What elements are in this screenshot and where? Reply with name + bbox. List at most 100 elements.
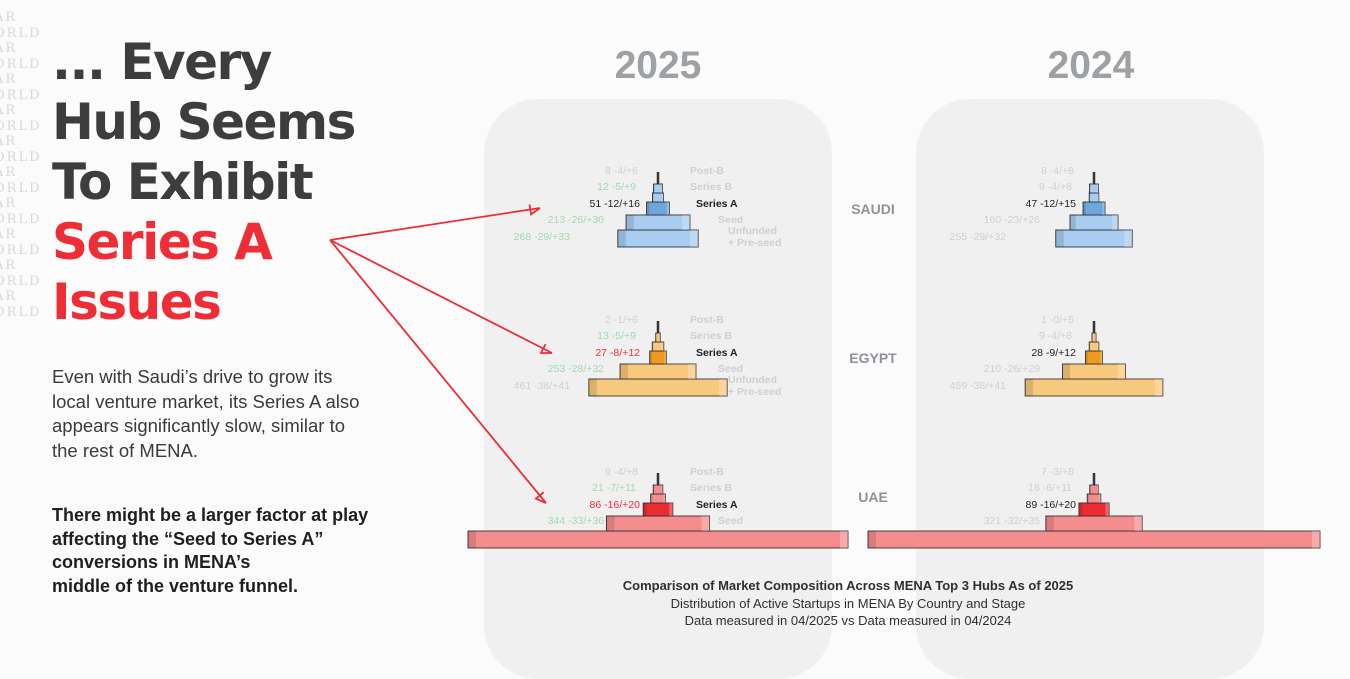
bar-shade-right-uae-y2024-4 (1312, 531, 1320, 548)
stage-label-saudi-4: Unfunded (728, 225, 777, 237)
bar-shade-right-saudi-y2025-1 (662, 193, 663, 202)
bar-saudi-y2025-stage-1 (652, 193, 663, 202)
value-label-saudi-y2024-stage-4: 255 -29/+32 (950, 231, 1007, 243)
bar-shade-right-saudi-y2025-4 (690, 230, 698, 247)
bar-uae-y2025-stage-0 (653, 485, 663, 494)
bar-uae-y2024-stage-4 (868, 531, 1320, 548)
stage-label-saudi-5: + Pre-seed (728, 237, 781, 249)
value-label-egypt-y2025-stage-3: 253 -28/+32 (548, 363, 605, 375)
bar-shade-right-uae-y2024-2 (1105, 503, 1109, 516)
callout-arrow-line-2 (330, 240, 546, 503)
bar-shade-left-saudi-y2024-3 (1070, 215, 1076, 230)
value-label-egypt-y2024-stage-1: 9 -4/+8 (1039, 330, 1072, 342)
stage-label-uae-3: Seed (718, 515, 743, 527)
bar-shade-right-saudi-y2024-4 (1124, 230, 1132, 247)
value-label-saudi-y2025-stage-4: 268 -29/+33 (514, 231, 571, 243)
bar-shade-right-saudi-y2025-2 (667, 202, 670, 215)
bar-uae-y2025-stage-3 (606, 516, 709, 531)
stage-label-uae-0: Post-B (690, 466, 724, 478)
value-label-saudi-y2025-stage-1: 12 -5/+9 (597, 181, 636, 193)
bar-saudi-y2024-stage-0 (1089, 184, 1098, 193)
bar-saudi-y2025-stage-3 (626, 215, 690, 230)
bar-shade-left-egypt-y2025-2 (650, 351, 652, 364)
bar-shade-right-saudi-y2024-1 (1098, 193, 1099, 202)
bar-shade-left-uae-y2024-3 (1046, 516, 1054, 531)
value-label-egypt-y2025-stage-0: 2 -1/+6 (605, 314, 638, 326)
bar-shade-right-uae-y2025-4 (840, 531, 848, 548)
bar-shade-right-egypt-y2025-3 (688, 364, 696, 379)
bar-shade-right-egypt-y2024-3 (1118, 364, 1126, 379)
caption-subtitle: Distribution of Active Startups in MENA … (548, 595, 1148, 613)
bar-saudi-y2025-stage-2 (647, 202, 670, 215)
value-label-uae-y2025-stage-0: 9 -4/+8 (605, 466, 638, 478)
bar-uae-y2024-stage-1 (1087, 494, 1101, 503)
stage-label-egypt-4: Unfunded (728, 374, 777, 386)
bar-shade-right-uae-y2024-1 (1099, 494, 1101, 503)
stage-label-uae-1: Series B (690, 482, 732, 494)
bar-shade-left-saudi-y2025-4 (618, 230, 626, 247)
bar-shade-right-egypt-y2025-2 (664, 351, 666, 364)
bar-shade-right-egypt-y2024-4 (1155, 379, 1163, 396)
bar-saudi-y2024-stage-1 (1089, 193, 1099, 202)
bar-egypt-y2025-stage-3 (620, 364, 696, 379)
bar-shade-left-egypt-y2025-1 (652, 342, 653, 351)
bar-shade-left-saudi-y2024-1 (1089, 193, 1090, 202)
bar-shade-left-uae-y2024-1 (1087, 494, 1089, 503)
caption-title: Comparison of Market Composition Across … (548, 577, 1148, 595)
bar-shade-right-saudi-y2024-2 (1102, 202, 1105, 215)
bar-uae-y2024-stage-2 (1079, 503, 1109, 516)
value-label-egypt-y2024-stage-2: 28 -9/+12 (1031, 347, 1076, 359)
bar-shade-left-egypt-y2025-0 (656, 333, 657, 342)
value-label-saudi-y2024-stage-3: 160 -23/+26 (984, 214, 1041, 226)
bar-uae-y2024-stage-0 (1090, 485, 1098, 494)
bar-egypt-y2024-stage-0 (1092, 333, 1096, 342)
bar-shade-left-egypt-y2025-4 (589, 379, 597, 396)
bar-shade-right-saudi-y2025-3 (682, 215, 690, 230)
bar-shade-right-egypt-y2024-1 (1098, 342, 1099, 351)
bar-saudi-y2025-stage-0 (653, 184, 662, 193)
bar-shade-left-uae-y2024-0 (1090, 485, 1091, 494)
bar-shade-left-uae-y2024-2 (1079, 503, 1083, 516)
caption-note: Data measured in 04/2025 vs Data measure… (548, 612, 1148, 630)
bar-shade-left-saudi-y2024-2 (1083, 202, 1086, 215)
bar-shade-right-egypt-y2025-0 (660, 333, 661, 342)
value-label-egypt-y2024-stage-4: 459 -38/+41 (950, 380, 1007, 392)
bar-shade-right-saudi-y2024-0 (1097, 184, 1098, 193)
value-label-egypt-y2024-stage-3: 210 -26/+29 (984, 363, 1041, 375)
value-label-egypt-y2025-stage-1: 13 -5/+9 (597, 330, 636, 342)
bar-shade-right-uae-y2025-2 (669, 503, 673, 516)
bar-shade-left-uae-y2025-3 (606, 516, 614, 531)
bar-shade-left-egypt-y2024-3 (1063, 364, 1071, 379)
stage-label-egypt-2: Series A (696, 347, 738, 359)
bar-shade-left-egypt-y2024-2 (1086, 351, 1088, 364)
callout-arrow-line-0 (330, 208, 540, 240)
bar-egypt-y2024-stage-1 (1089, 342, 1099, 351)
bar-shade-left-saudi-y2025-1 (652, 193, 653, 202)
value-label-egypt-y2025-stage-2: 27 -8/+12 (595, 347, 640, 359)
stage-label-egypt-1: Series B (690, 330, 732, 342)
bar-shade-right-uae-y2025-3 (702, 516, 710, 531)
value-label-uae-y2025-stage-1: 21 -7/+11 (592, 482, 636, 494)
bar-shade-left-saudi-y2025-3 (626, 215, 634, 230)
stage-label-uae-2: Series A (696, 499, 738, 511)
stage-label-saudi-1: Series B (690, 181, 732, 193)
bar-shade-left-uae-y2024-4 (868, 531, 876, 548)
value-label-saudi-y2025-stage-2: 51 -12/+16 (589, 198, 640, 210)
bar-shade-left-saudi-y2025-0 (653, 184, 654, 193)
value-label-uae-y2024-stage-2: 89 -16/+20 (1025, 499, 1076, 511)
stage-label-egypt-0: Post-B (690, 314, 724, 326)
bar-shade-left-egypt-y2024-4 (1025, 379, 1033, 396)
bar-shade-left-uae-y2025-0 (653, 485, 654, 494)
bar-egypt-y2024-stage-2 (1086, 351, 1103, 364)
bar-shade-left-saudi-y2024-0 (1089, 184, 1090, 193)
bar-shade-left-saudi-y2025-2 (647, 202, 650, 215)
bar-shade-left-uae-y2025-2 (643, 503, 647, 516)
bar-shade-left-uae-y2025-4 (468, 531, 476, 548)
value-label-saudi-y2024-stage-2: 47 -12/+15 (1025, 198, 1076, 210)
bar-uae-y2025-stage-4 (468, 531, 848, 548)
bar-egypt-y2025-stage-2 (650, 351, 667, 364)
bar-shade-right-egypt-y2024-2 (1100, 351, 1102, 364)
value-label-uae-y2025-stage-3: 344 -33/+36 (548, 515, 605, 527)
bar-egypt-y2025-stage-0 (656, 333, 661, 342)
